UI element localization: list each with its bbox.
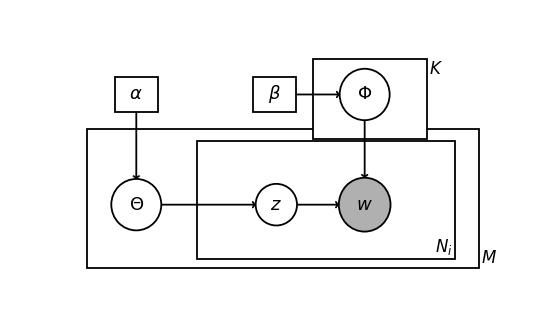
Bar <box>252 77 296 112</box>
Text: $M$: $M$ <box>481 249 497 267</box>
Bar <box>313 59 427 139</box>
Text: $K$: $K$ <box>429 60 443 78</box>
Text: $z$: $z$ <box>270 196 282 214</box>
Ellipse shape <box>111 179 161 230</box>
Ellipse shape <box>339 178 390 232</box>
Text: $\alpha$: $\alpha$ <box>130 86 143 103</box>
Text: $\Phi$: $\Phi$ <box>357 86 372 103</box>
Ellipse shape <box>340 69 390 120</box>
Bar <box>87 129 479 268</box>
Text: $\beta$: $\beta$ <box>267 84 281 106</box>
Bar <box>197 141 455 259</box>
Text: $\Theta$: $\Theta$ <box>129 196 144 214</box>
Text: $w$: $w$ <box>356 196 373 214</box>
Bar <box>115 77 158 112</box>
Ellipse shape <box>256 184 297 225</box>
Text: $N_i$: $N_i$ <box>435 237 453 257</box>
